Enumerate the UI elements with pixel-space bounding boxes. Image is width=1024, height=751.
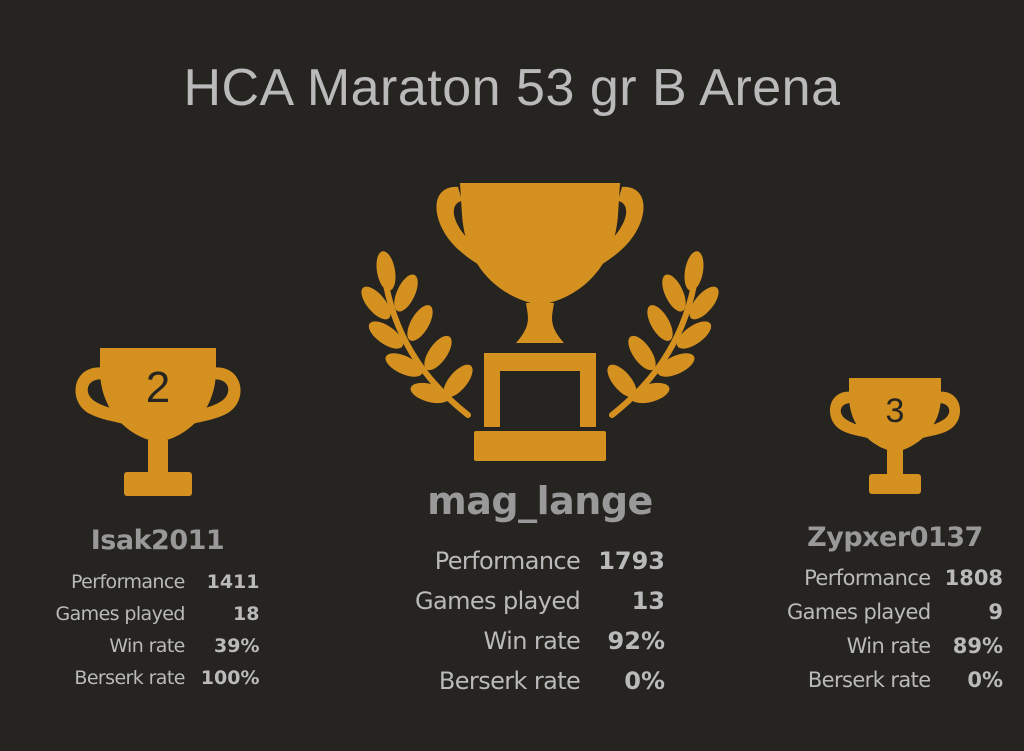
stat-label: Performance: [70, 571, 185, 593]
stat-label: Games played: [786, 600, 931, 624]
rank-number: 3: [886, 392, 905, 430]
laurel-left-icon: [361, 251, 473, 418]
podium-third-place: 3 Zypxer0137 Performance 1808 Games play…: [780, 372, 1010, 697]
stat-value: 1808: [944, 566, 1004, 590]
stat-value: 0%: [967, 668, 1004, 692]
stat-value: 18: [233, 603, 260, 625]
stat-value: 1411: [206, 571, 260, 593]
stat-row-win-rate: Win rate 92%: [415, 621, 665, 661]
player-username[interactable]: Zypxer0137: [807, 522, 983, 553]
stat-label: Win rate: [483, 627, 581, 655]
player-stats-table: Performance 1793 Games played 13 Win rat…: [415, 541, 665, 701]
stat-row-performance: Performance 1411: [56, 566, 260, 598]
stat-value: 1793: [598, 547, 665, 575]
page-title: HCA Maraton 53 gr B Arena: [183, 59, 841, 117]
stat-value: 13: [631, 587, 665, 615]
stat-row-games-played: Games played 9: [787, 595, 1003, 629]
stat-value: 0%: [624, 667, 665, 695]
stat-row-win-rate: Win rate 39%: [56, 630, 260, 662]
stat-label: Berserk rate: [438, 667, 581, 695]
stat-value: 100%: [200, 667, 260, 689]
stat-label: Games played: [415, 587, 581, 615]
stat-row-berserk-rate: Berserk rate 0%: [415, 661, 665, 701]
trophy-icon: 3: [829, 378, 961, 494]
rank-number: 1: [524, 370, 555, 433]
stat-row-berserk-rate: Berserk rate 0%: [787, 663, 1003, 697]
stat-label: Performance: [804, 566, 931, 590]
stat-value: 9: [988, 600, 1004, 624]
stat-label: Berserk rate: [807, 668, 931, 692]
stat-value: 92%: [607, 627, 665, 655]
stat-row-performance: Performance 1808: [787, 561, 1003, 595]
trophy-with-laurels-icon: 1: [361, 183, 719, 461]
trophy-icon: 2: [74, 348, 241, 496]
player-stats-table: Performance 1411 Games played 18 Win rat…: [56, 566, 260, 694]
stat-label: Win rate: [109, 635, 185, 657]
laurel-right-icon: [607, 251, 719, 418]
player-stats-table: Performance 1808 Games played 9 Win rate…: [787, 561, 1003, 697]
stat-label: Performance: [434, 547, 581, 575]
stat-row-berserk-rate: Berserk rate 100%: [56, 662, 260, 694]
stat-label: Win rate: [846, 634, 932, 658]
podium-first-place: 1 mag_lange Performance 1793 Games playe…: [350, 175, 730, 701]
stat-row-performance: Performance 1793: [415, 541, 665, 581]
stat-label: Berserk rate: [74, 667, 185, 689]
podium-second-place: 2 Isak2011 Performance 1411 Games played…: [40, 340, 275, 694]
stat-label: Games played: [55, 603, 186, 625]
rank-number: 2: [145, 363, 169, 412]
stat-value: 39%: [214, 635, 260, 657]
player-username[interactable]: mag_lange: [427, 479, 653, 523]
player-username[interactable]: Isak2011: [90, 525, 225, 556]
stat-value: 89%: [952, 634, 1004, 658]
stat-row-games-played: Games played 18: [56, 598, 260, 630]
stat-row-games-played: Games played 13: [415, 581, 665, 621]
stat-row-win-rate: Win rate 89%: [787, 629, 1003, 663]
